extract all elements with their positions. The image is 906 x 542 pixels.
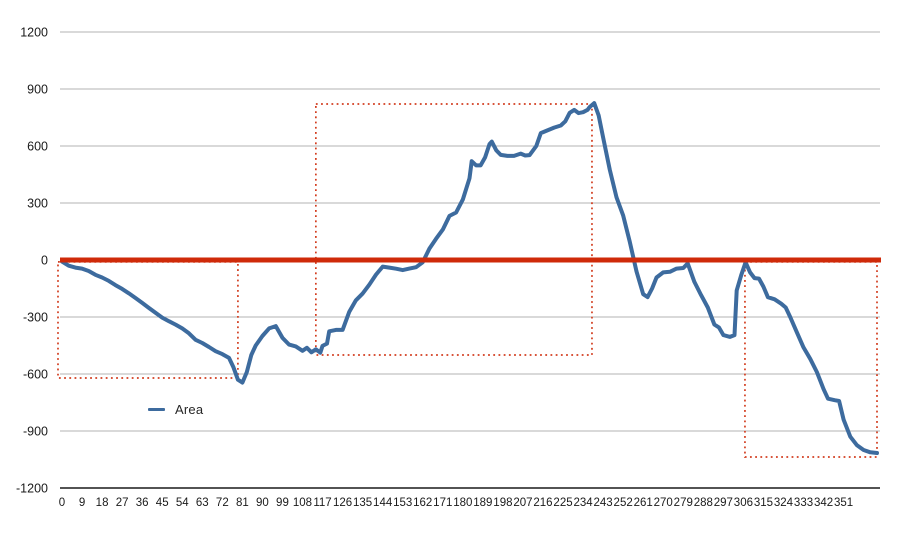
- area-series-line: [60, 101, 879, 455]
- x-axis-tick-label: 324: [774, 497, 794, 509]
- legend-series-label: Area: [175, 402, 204, 417]
- y-axis-tick-label: 0: [41, 254, 48, 268]
- x-axis-tick-label: 36: [136, 497, 149, 509]
- x-axis-tick-label: 243: [594, 497, 613, 509]
- x-axis-tick-label: 252: [614, 497, 633, 509]
- x-axis-tick-label: 162: [413, 497, 432, 509]
- x-axis-tick-label: 153: [393, 497, 412, 509]
- highlight-box-annotation: [57, 261, 239, 379]
- x-axis-tick-label: 45: [156, 497, 169, 509]
- x-axis-tick-label: 351: [834, 497, 853, 509]
- x-axis-tick-label: 108: [293, 497, 312, 509]
- x-axis-tick-label: 81: [236, 497, 249, 509]
- legend-line-marker: [148, 407, 165, 412]
- x-axis-tick-label: 18: [96, 497, 109, 509]
- x-axis-tick-label: 279: [674, 497, 693, 509]
- highlight-box-annotation: [744, 261, 878, 458]
- x-axis-tick-label: 306: [734, 497, 753, 509]
- x-axis-tick-label: 189: [473, 497, 492, 509]
- x-axis-tick-label: 27: [116, 497, 129, 509]
- x-axis-tick-label: 315: [754, 497, 773, 509]
- x-axis-tick-label: 288: [694, 497, 713, 509]
- y-axis-tick-label: 600: [27, 140, 48, 154]
- x-axis-tick-label: 171: [433, 497, 452, 509]
- x-axis-tick-label: 198: [493, 497, 512, 509]
- x-axis-tick-label: 9: [79, 497, 85, 509]
- x-axis-tick-label: 342: [814, 497, 833, 509]
- x-axis-tick-label: 126: [333, 497, 352, 509]
- x-axis-tick-label: 144: [373, 497, 393, 509]
- x-axis-tick-label: 135: [353, 497, 372, 509]
- chart-legend: Area: [148, 402, 203, 417]
- y-axis-tick-label: 300: [27, 197, 48, 211]
- x-axis-tick-label: 180: [453, 497, 472, 509]
- x-axis-tick-label: 117: [313, 497, 331, 509]
- x-axis-tick-label: 216: [533, 497, 552, 509]
- x-axis-tick-label: 90: [256, 497, 269, 509]
- x-axis-tick-label: 225: [553, 497, 572, 509]
- y-axis-tick-label: -900: [23, 425, 48, 439]
- x-axis-tick-label: 270: [654, 497, 673, 509]
- x-axis-tick-label: 72: [216, 497, 229, 509]
- x-axis-tick-label: 207: [513, 497, 532, 509]
- x-axis-tick-label: 297: [714, 497, 733, 509]
- x-axis-tick-label: 63: [196, 497, 209, 509]
- x-axis-tick-label: 261: [634, 497, 653, 509]
- x-axis-tick-label: 0: [59, 497, 65, 509]
- y-axis-tick-label: 900: [27, 83, 48, 97]
- y-axis-tick-label: -1200: [16, 482, 48, 496]
- y-axis-tick-label: -600: [23, 368, 48, 382]
- x-axis-tick-label: 234: [573, 497, 593, 509]
- y-axis-tick-label: -300: [23, 311, 48, 325]
- x-axis-tick-label: 99: [276, 497, 289, 509]
- highlight-box-annotation: [315, 103, 593, 356]
- y-axis-tick-label: 1200: [20, 26, 48, 40]
- x-axis-tick-label: 54: [176, 497, 189, 509]
- x-axis-tick-label: 333: [794, 497, 813, 509]
